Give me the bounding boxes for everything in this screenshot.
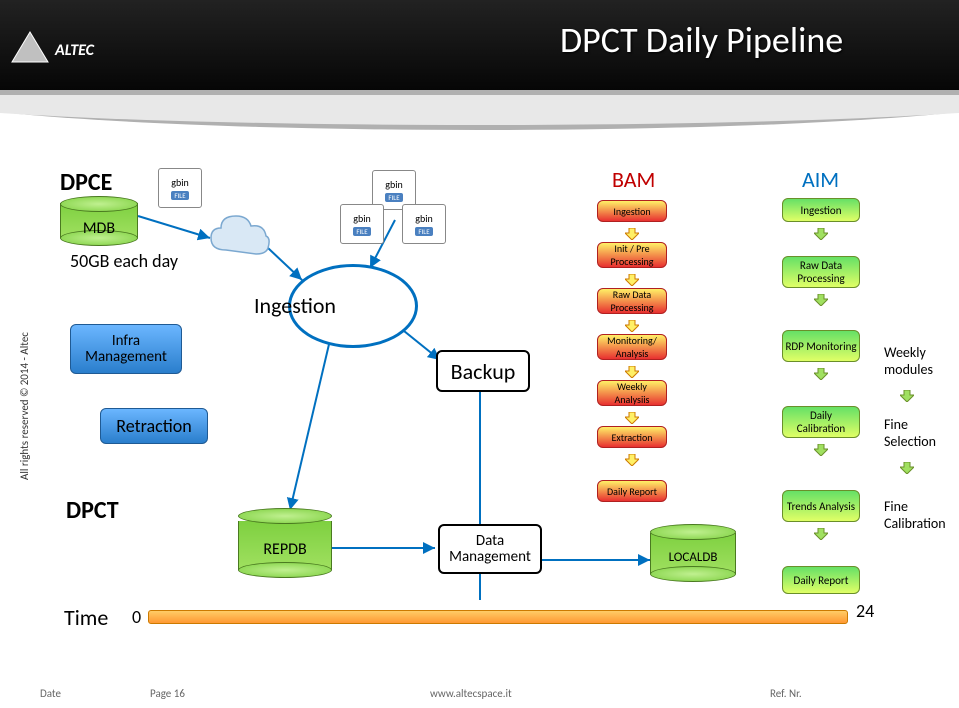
label-time-end: 24 <box>856 600 874 622</box>
label-bam: BAM <box>612 166 655 193</box>
file-gbin-4: gbin FILE <box>402 204 446 244</box>
aim-raw-data: Raw Data Processing <box>782 256 860 288</box>
bam-weekly: Weekly Analysiis <box>597 380 667 406</box>
box-data-management: Data Management <box>438 524 542 574</box>
bam-raw-data: Raw Data Processing <box>597 288 667 314</box>
db-repdb: REPDB <box>238 508 332 578</box>
box-infra-management: Infra Management <box>70 324 182 374</box>
aim-trends-analysis: Trends Analysis <box>782 490 860 522</box>
aim-daily-report: Daily Report <box>782 566 860 594</box>
arrow-down-icon <box>814 442 828 454</box>
bam-extraction: Extraction <box>597 426 667 448</box>
db-localdb-label: LOCALDB <box>650 550 736 565</box>
label-fine-selection: Fine Selection <box>884 416 954 450</box>
arrow-down-icon <box>814 226 828 238</box>
arrow-down-icon <box>814 526 828 538</box>
arrow-down-icon <box>900 388 914 400</box>
label-dpct: DPCT <box>66 496 119 525</box>
aim-daily-calibration: Daily Calibration <box>782 406 860 438</box>
db-localdb: LOCALDB <box>650 524 736 582</box>
arrow-down-icon <box>625 318 639 330</box>
bam-init-pre: Init / Pre Processing <box>597 242 667 268</box>
arrow-down-icon <box>625 226 639 238</box>
box-retraction: Retraction <box>100 408 208 444</box>
db-repdb-label: REPDB <box>238 540 332 559</box>
file-gbin-1: gbin FILE <box>158 168 202 208</box>
aim-rdp-monitoring: RDP Monitoring <box>782 330 860 362</box>
file-gbin-3: gbin FILE <box>340 204 384 244</box>
bam-daily-report: Daily Report <box>597 480 667 502</box>
footer-ref: Ref. Nr. <box>770 687 802 700</box>
arrow-down-icon <box>625 452 639 464</box>
label-ingestion-oval: Ingestion <box>254 292 336 319</box>
cloud-icon <box>206 210 276 264</box>
label-time-start: 0 <box>132 606 141 628</box>
label-weekly-modules: Weekly modules <box>884 344 954 378</box>
arrow-down-icon <box>814 292 828 304</box>
bam-ingestion: Ingestion <box>597 200 667 222</box>
bam-monitoring: Monitoring/ Analysis <box>597 334 667 360</box>
box-backup: Backup <box>436 350 530 392</box>
arrow-down-icon <box>625 272 639 284</box>
footer-page: Page 16 <box>150 687 185 700</box>
arrow-down-icon <box>900 460 914 472</box>
label-50gb: 50GB each day <box>70 250 178 272</box>
db-mdb-label: MDB <box>60 219 138 238</box>
db-mdb: MDB <box>60 196 138 246</box>
aim-ingestion: Ingestion <box>782 198 860 222</box>
footer-url: www.altecspace.it <box>430 687 512 700</box>
arrow-down-icon <box>625 364 639 376</box>
arrow-down-icon <box>625 410 639 422</box>
time-bar <box>148 610 848 624</box>
label-dpce: DPCE <box>60 168 112 197</box>
arrow-down-icon <box>814 366 828 378</box>
footer-date: Date <box>40 687 61 700</box>
label-fine-calibration: Fine Calibration <box>884 498 954 532</box>
label-aim: AIM <box>802 166 839 193</box>
label-time: Time <box>64 604 108 631</box>
